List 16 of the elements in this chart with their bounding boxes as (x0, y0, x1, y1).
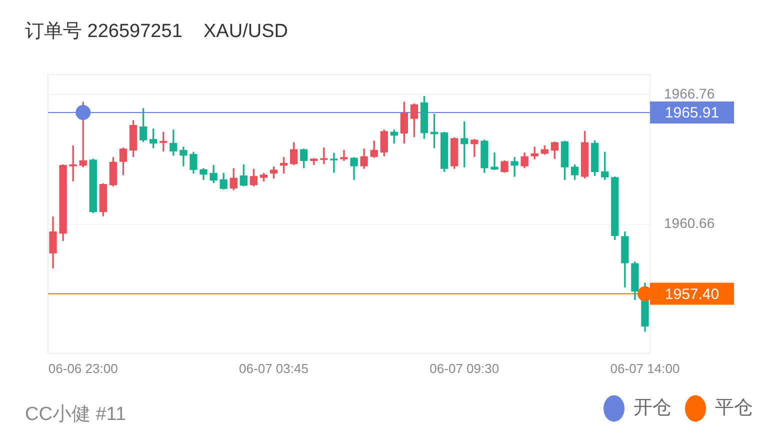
y-tick-label: 1966.76 (664, 85, 715, 102)
text: CC小健 #11 (25, 403, 126, 427)
candlestick (340, 150, 348, 161)
candlestick (510, 157, 518, 177)
legend-label: 开仓 (634, 398, 672, 419)
x-tick-label: 06-07 14:00 (610, 360, 680, 376)
x-tick-label: 06-07 03:45 (239, 360, 308, 376)
legend-label: 平仓 (715, 398, 753, 419)
y-tick-label: 1960.66 (664, 215, 715, 232)
candlestick (490, 152, 498, 170)
x-tick-label: 06-06 23:00 (48, 360, 118, 376)
candlestick (330, 152, 338, 173)
ref-line-label: 1957.40 (664, 286, 720, 303)
chart-title: 订单号 226597251 XAU/USD (25, 20, 288, 44)
ref-line-label: 1965.91 (664, 104, 720, 122)
x-tick-label: 06-07 09:30 (430, 360, 500, 376)
